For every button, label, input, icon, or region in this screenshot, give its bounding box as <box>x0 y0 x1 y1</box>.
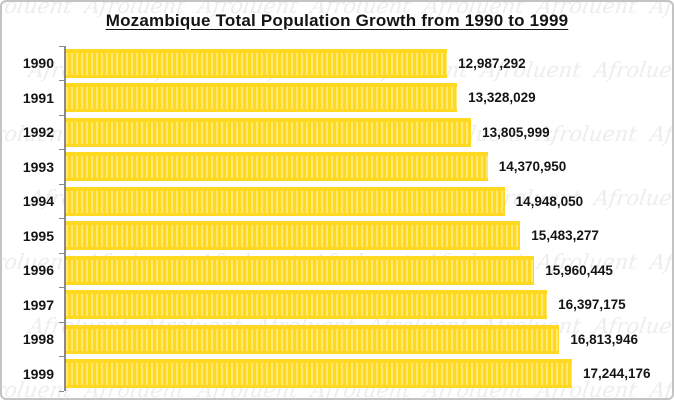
value-label: 13,328,029 <box>468 90 536 106</box>
bar <box>66 117 472 147</box>
axis-tick <box>59 356 64 357</box>
chart-row: 1995 15,483,277 <box>2 218 672 254</box>
bar <box>66 324 560 354</box>
category-label: 1991 <box>22 89 54 106</box>
value-label: 16,813,946 <box>570 331 638 347</box>
axis-tick <box>59 321 64 323</box>
value-label: 15,960,445 <box>545 262 613 278</box>
bar-chart: 1990 12,987,292 1991 13,328,029 1992 13,805,9… <box>2 45 672 392</box>
category-label: 1995 <box>22 227 54 244</box>
value-label: 12,987,292 <box>458 55 526 71</box>
chart-row: 1996 15,960,445 <box>2 252 672 288</box>
bar <box>66 48 448 78</box>
category-label: 1998 <box>22 331 54 348</box>
chart-row: 1994 14,948,050 <box>2 183 672 219</box>
bar <box>66 255 535 285</box>
bar <box>66 359 572 389</box>
axis-tick <box>59 114 64 116</box>
chart-row: 1998 16,813,946 <box>2 321 672 357</box>
category-label: 1999 <box>22 365 54 382</box>
bar <box>66 83 458 113</box>
axis-tick <box>59 80 64 81</box>
y-axis-line <box>64 46 66 391</box>
value-label: 17,244,176 <box>583 366 651 382</box>
axis-tick <box>59 287 64 288</box>
category-label: 1993 <box>22 158 54 175</box>
chart-row: 1993 14,370,950 <box>2 149 672 185</box>
category-label: 1996 <box>22 262 54 279</box>
category-label: 1992 <box>22 124 54 141</box>
axis-tick <box>59 218 64 219</box>
category-label: 1997 <box>22 296 54 313</box>
category-label: 1994 <box>22 193 54 210</box>
axis-tick <box>59 45 64 47</box>
bar <box>66 221 521 251</box>
axis-tick <box>59 183 64 185</box>
bar <box>66 186 505 216</box>
value-label: 15,483,277 <box>531 228 599 244</box>
bar <box>66 290 548 320</box>
axis-tick <box>59 252 64 254</box>
chart-row: 1991 13,328,029 <box>2 80 672 116</box>
axis-tick <box>59 390 64 392</box>
value-label: 14,948,050 <box>515 193 584 209</box>
chart-row: 1997 16,397,175 <box>2 287 672 323</box>
chart-row: 1990 12,987,292 <box>2 45 672 81</box>
category-label: 1990 <box>22 55 54 72</box>
chart-row: 1992 13,805,999 <box>2 114 672 150</box>
chart-title: Mozambique Total Population Growth from … <box>105 11 569 30</box>
bar <box>66 152 488 182</box>
value-label: 13,805,999 <box>482 124 550 140</box>
value-label: 16,397,175 <box>558 297 626 313</box>
chart-rows: 1990 12,987,292 1991 13,328,029 1992 13,805,9… <box>2 45 672 392</box>
axis-tick <box>59 149 64 150</box>
value-label: 14,370,950 <box>498 159 567 175</box>
chart-row: 1999 17,244,176 <box>2 356 672 392</box>
